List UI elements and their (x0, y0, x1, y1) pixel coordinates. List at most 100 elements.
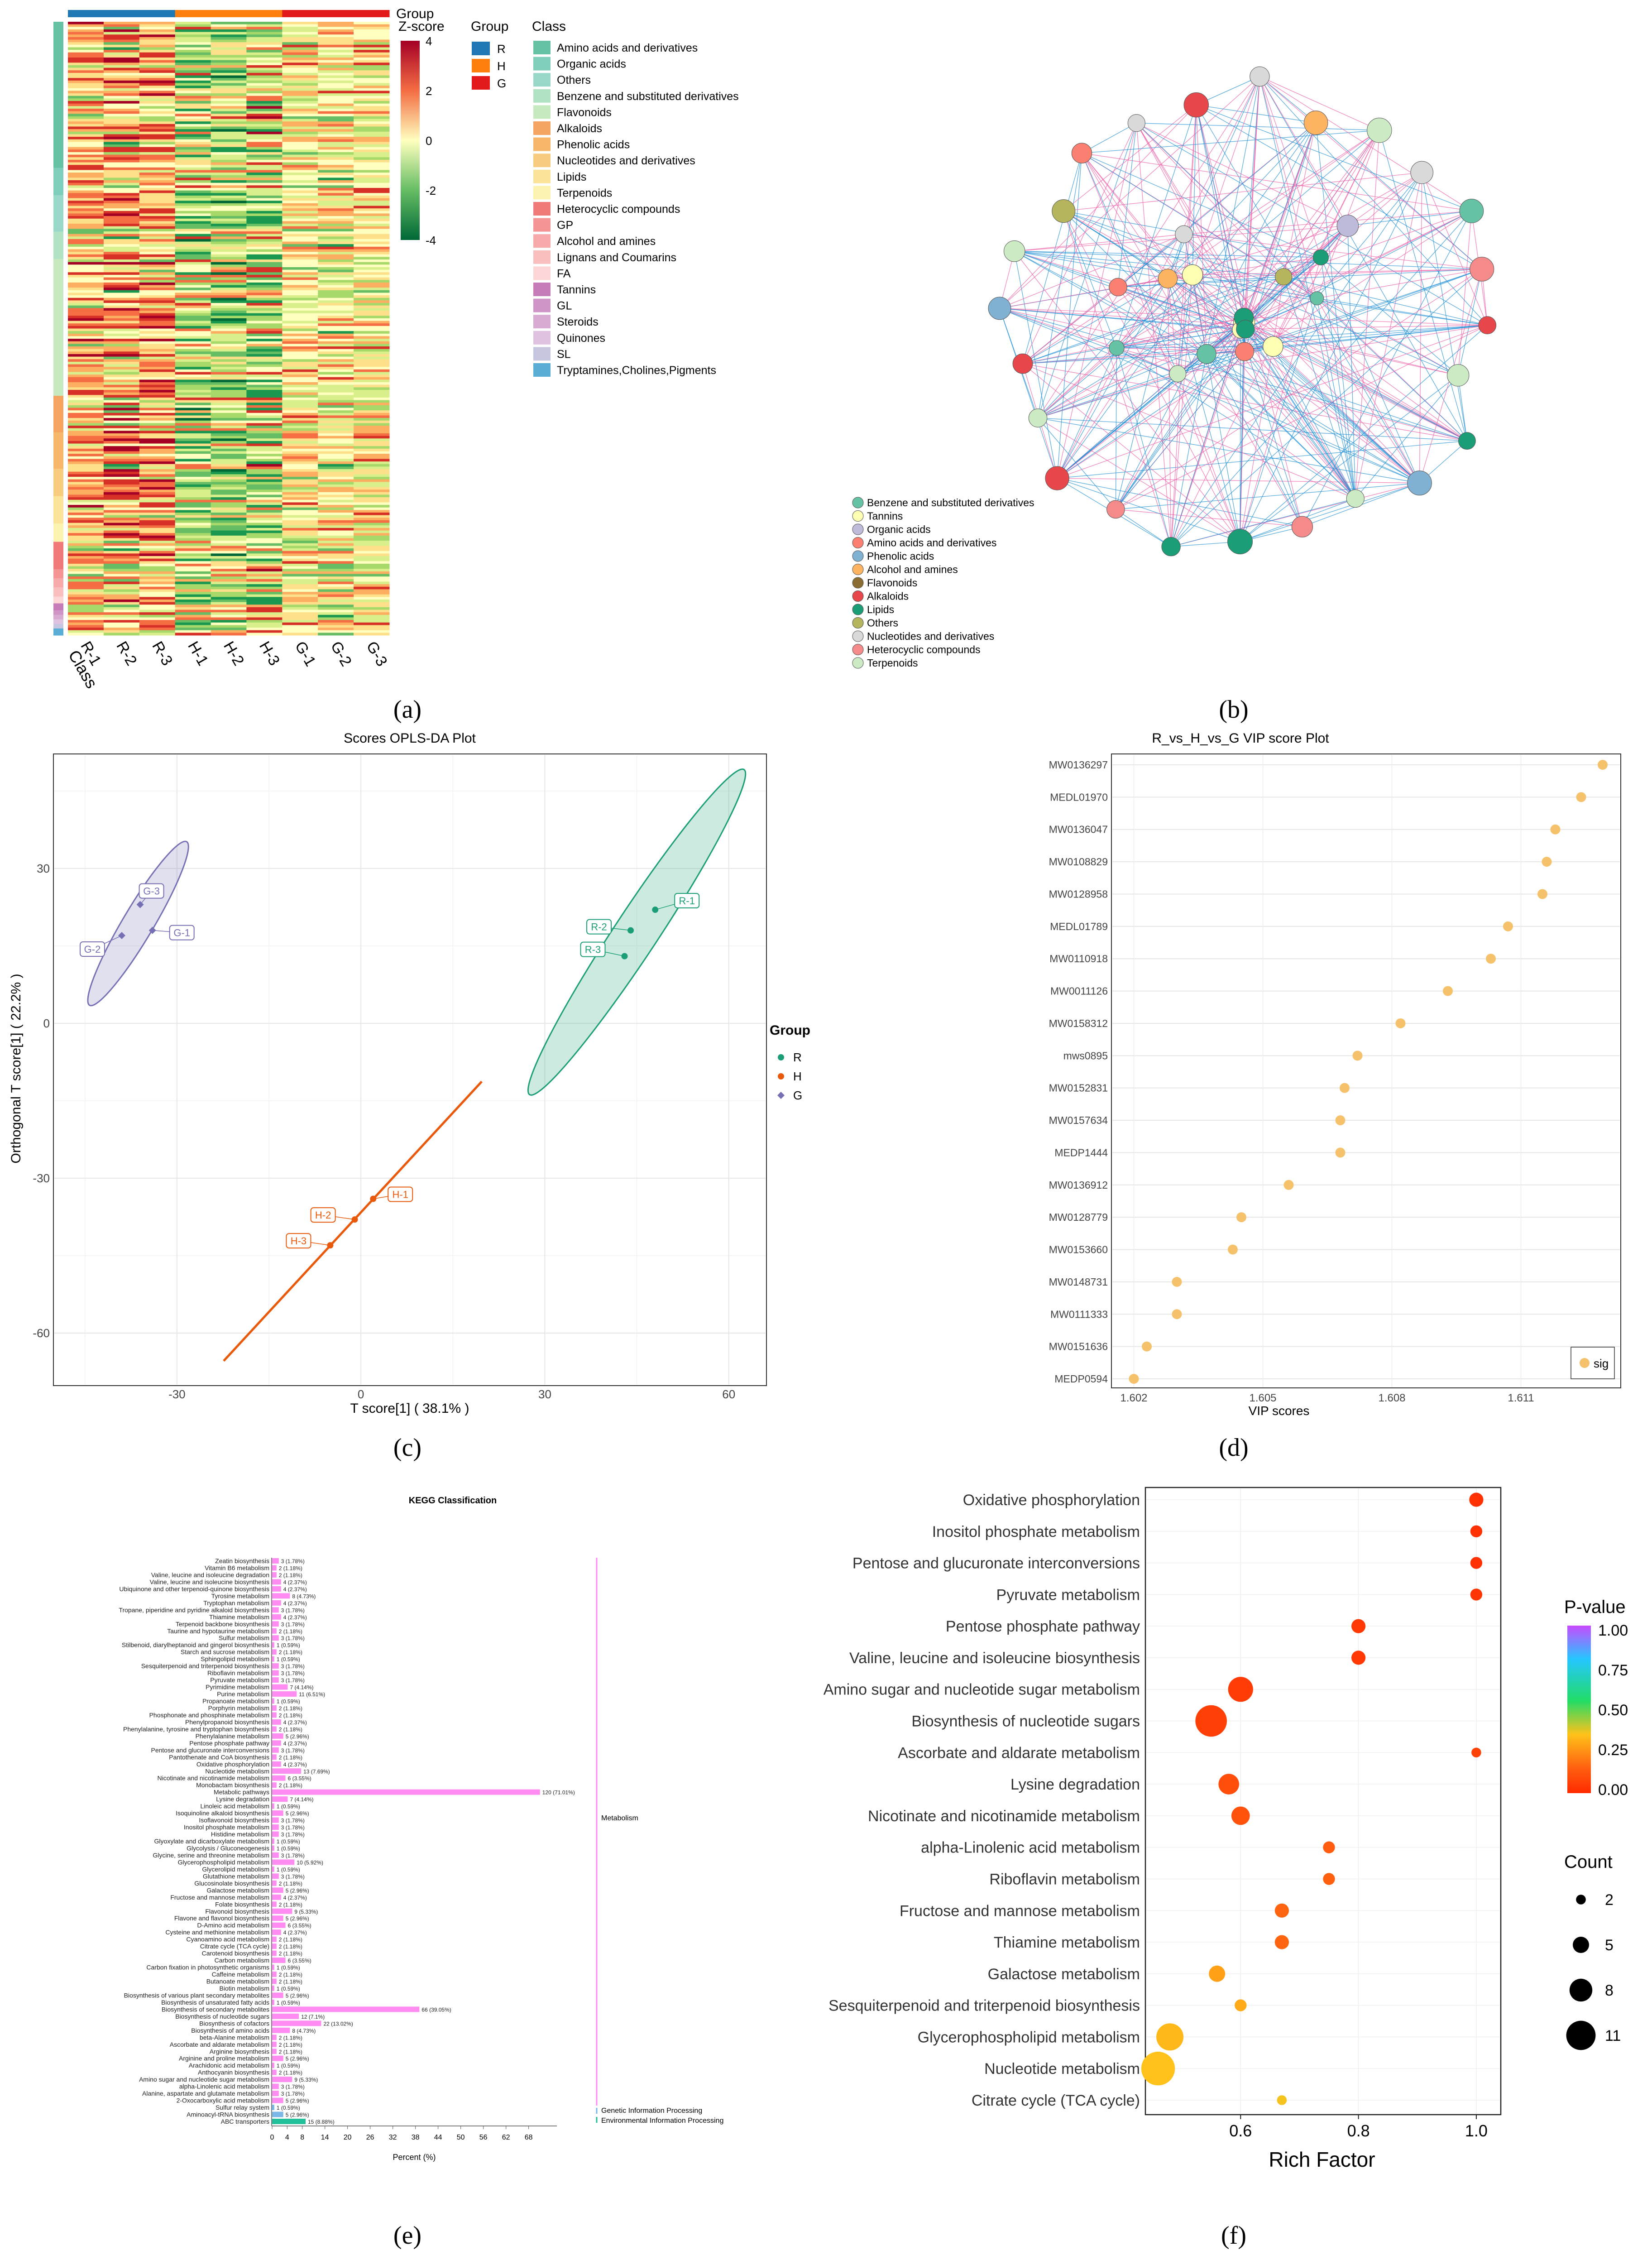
class-bar-segment (53, 231, 63, 259)
heatmap-cell (211, 344, 247, 347)
heatmap-cell (354, 379, 390, 383)
network-edge (1347, 172, 1422, 226)
network-edge (1283, 276, 1488, 326)
kegg-pathway-label: Phenylalanine metabolism (196, 1732, 269, 1740)
heatmap-cell (211, 326, 247, 329)
heatmap-cell (103, 487, 140, 490)
heatmap-cell (318, 226, 354, 229)
heatmap-cell (354, 535, 390, 538)
class-bar-segment (53, 168, 63, 196)
network-edge (1038, 346, 1274, 418)
network-legend-marker (852, 644, 864, 655)
heatmap-cell (139, 395, 176, 398)
pathway-label: Biosynthesis of nucleotide sugars (911, 1713, 1140, 1730)
heatmap-cell (246, 170, 283, 173)
confidence-ellipse (527, 768, 747, 1096)
kegg-bar (272, 1915, 283, 1921)
heatmap-cell (211, 474, 247, 477)
heatmap-cell (68, 24, 104, 27)
heatmap-cell (103, 39, 140, 43)
class-bar-segment (53, 614, 63, 620)
heatmap-cell (175, 326, 211, 329)
heatmap-cell (282, 316, 318, 319)
heatmap-cell (211, 98, 247, 101)
heatmap-cell (354, 331, 390, 334)
heatmap-cell (282, 408, 318, 411)
heatmap-cell (282, 614, 318, 618)
heatmap-cell (211, 356, 247, 360)
heatmap-cell (211, 622, 247, 625)
heatmap-cell (175, 216, 211, 219)
heatmap-cell (211, 134, 247, 137)
opls-legend-marker (778, 1073, 784, 1080)
heatmap-cell (282, 622, 318, 625)
kegg-pathway-label: Glutathione metabolism (203, 1872, 269, 1880)
heatmap-cell (318, 152, 354, 155)
vip-feature-label: MW0011126 (1050, 985, 1108, 997)
heatmap-cell (354, 607, 390, 610)
class-legend-swatch (533, 202, 551, 216)
heatmap-cell (103, 530, 140, 533)
heatmap-cell (139, 489, 176, 493)
heatmap-cell (175, 144, 211, 148)
network-edge (1244, 211, 1472, 322)
heatmap-cell (211, 563, 247, 566)
kegg-bar (272, 1579, 281, 1585)
heatmap-cell (211, 264, 247, 268)
heatmap-cell (211, 129, 247, 132)
heatmap-cell (282, 605, 318, 608)
kegg-bar (272, 1614, 281, 1620)
heatmap-cell (354, 72, 390, 76)
heatmap-cell (211, 206, 247, 209)
heatmap-cell (68, 80, 104, 83)
heatmap-cell (175, 344, 211, 347)
heatmap-cell (354, 384, 390, 388)
heatmap-cell (246, 499, 283, 503)
heatmap-cell (246, 528, 283, 531)
class-legend-swatch (533, 234, 551, 248)
heatmap-cell (211, 27, 247, 30)
heatmap-cell (282, 364, 318, 367)
point-label-box (586, 919, 612, 935)
heatmap-cell (246, 86, 283, 89)
heatmap-cell (103, 390, 140, 393)
heatmap-cell (246, 224, 283, 227)
heatmap-cell (211, 72, 247, 76)
heatmap-cell (211, 497, 247, 500)
network-edge (1118, 269, 1482, 288)
heatmap-cell (354, 22, 390, 25)
heatmap-cell (318, 34, 354, 38)
heatmap-cell (103, 466, 140, 470)
heatmap-cell (318, 162, 354, 165)
heatmap-cell (103, 513, 140, 516)
kegg-bar (272, 1958, 286, 1963)
network-edge (1116, 483, 1420, 510)
heatmap-cell (175, 75, 211, 78)
heatmap-cell (354, 487, 390, 490)
heatmap-cell (68, 633, 104, 636)
heatmap-cell (354, 576, 390, 580)
kegg-bar-value: 4 (2.37%) (283, 1719, 307, 1726)
heatmap-cell (139, 34, 176, 38)
heatmap-cell (103, 50, 140, 53)
heatmap-cell (246, 502, 283, 505)
heatmap-cell (139, 108, 176, 112)
heatmap-cell (139, 295, 176, 298)
zscore-colorbar (401, 41, 420, 240)
heatmap-cell (103, 446, 140, 449)
heatmap-cell (282, 609, 318, 613)
heatmap-cell (211, 269, 247, 273)
heatmap-cell (282, 410, 318, 413)
heatmap-cell (211, 482, 247, 485)
heatmap-cell (282, 592, 318, 595)
heatmap-cell (68, 336, 104, 339)
heatmap-cell (211, 34, 247, 38)
heatmap-cell (318, 418, 354, 421)
heatmap-cell (175, 134, 211, 137)
kegg-bar (272, 1558, 279, 1564)
heatmap-cell (175, 180, 211, 183)
heatmap-cell (211, 459, 247, 462)
heatmap-cell (318, 108, 354, 112)
heatmap-cell (211, 173, 247, 176)
heatmap-cell (175, 149, 211, 153)
